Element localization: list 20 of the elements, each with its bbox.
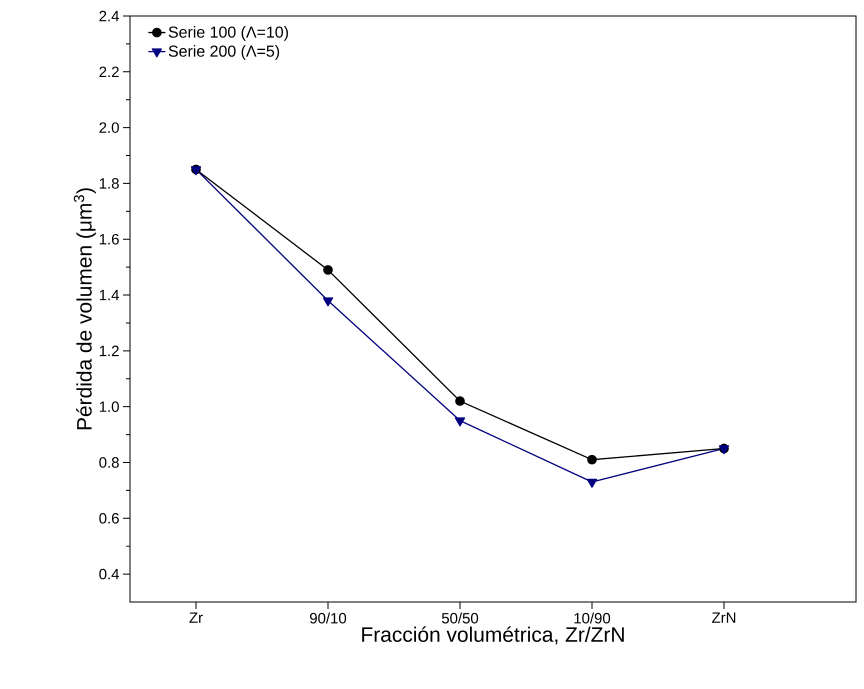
- y-tick-label: 0.8: [99, 457, 119, 468]
- x-tick-label: ZrN: [712, 612, 736, 623]
- y-tick-label: 0.6: [99, 512, 119, 524]
- x-axis-title: Fracción volumétrica, Zr/ZrN: [362, 626, 624, 644]
- y-tick-label: 1.8: [100, 178, 119, 189]
- x-tick-label: 50/50: [442, 612, 478, 624]
- y-tick-label: 1.2: [100, 346, 119, 356]
- legend-label: Serie 100 (Λ=10): [168, 26, 288, 41]
- y-axis-title: Pérdida de volumen (μm$^{3}$): [74, 188, 96, 430]
- x-tick-label: 90/10: [310, 612, 346, 624]
- y-tick-label: 0.4: [99, 568, 120, 580]
- y-tick-label: 2.2: [99, 66, 119, 78]
- y-tick-label: 1.6: [100, 234, 119, 245]
- y-tick-label: 2.0: [99, 122, 119, 133]
- legend-label: Serie 200 (Λ=5): [168, 45, 280, 60]
- y-tick-label: 1.4: [100, 290, 120, 300]
- x-tick-label: 10/90: [574, 612, 610, 624]
- y-tick-label: 2.4: [99, 10, 120, 22]
- y-tick-label: 1.0: [100, 401, 119, 412]
- x-tick-label: Zr: [189, 612, 203, 623]
